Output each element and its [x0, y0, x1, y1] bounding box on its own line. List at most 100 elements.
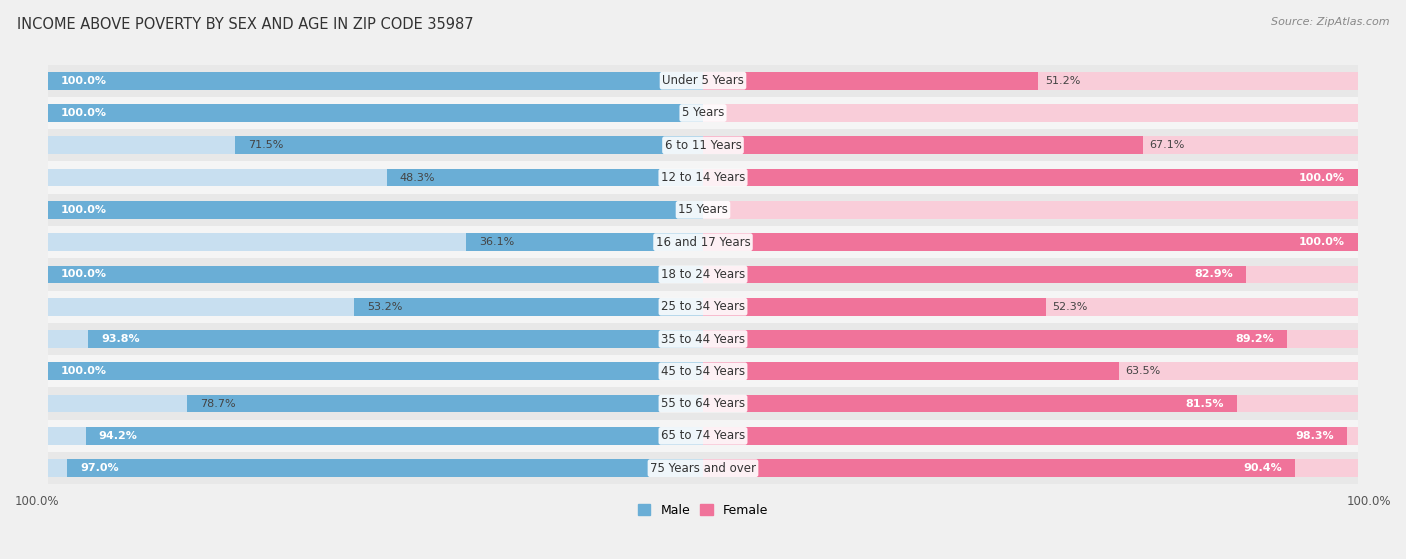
Bar	[48, 226, 1358, 258]
Text: 53.2%: 53.2%	[367, 302, 404, 312]
Text: 45 to 54 Years: 45 to 54 Years	[661, 365, 745, 378]
Bar	[48, 387, 1358, 420]
Text: 5 Years: 5 Years	[682, 107, 724, 120]
Bar	[89, 330, 703, 348]
Bar	[703, 427, 1347, 445]
Text: 81.5%: 81.5%	[1185, 399, 1223, 409]
Text: 15 Years: 15 Years	[678, 203, 728, 216]
Bar	[703, 298, 1046, 316]
Bar	[703, 136, 1358, 154]
Text: 100.0%: 100.0%	[1299, 173, 1346, 183]
Bar	[67, 459, 703, 477]
Text: 63.5%: 63.5%	[1126, 366, 1161, 376]
Text: 75 Years and over: 75 Years and over	[650, 462, 756, 475]
Bar	[48, 291, 1358, 323]
Text: 36.1%: 36.1%	[479, 237, 515, 247]
Bar	[703, 298, 1358, 316]
Bar	[703, 72, 1358, 89]
Bar	[703, 362, 1358, 380]
Bar	[48, 72, 703, 89]
Bar	[48, 233, 703, 251]
Bar	[48, 459, 703, 477]
Bar	[48, 452, 1358, 484]
Bar	[703, 395, 1237, 413]
Text: Under 5 Years: Under 5 Years	[662, 74, 744, 87]
Bar	[235, 136, 703, 154]
Bar	[48, 201, 703, 219]
Bar	[703, 330, 1358, 348]
Bar	[703, 459, 1358, 477]
Text: 100.0%: 100.0%	[60, 108, 107, 118]
Text: 16 and 17 Years: 16 and 17 Years	[655, 236, 751, 249]
Bar	[703, 201, 1358, 219]
Text: 82.9%: 82.9%	[1194, 269, 1233, 280]
Bar	[48, 64, 1358, 97]
Bar	[387, 169, 703, 187]
Bar	[703, 233, 1358, 251]
Text: 25 to 34 Years: 25 to 34 Years	[661, 300, 745, 313]
Text: 6 to 11 Years: 6 to 11 Years	[665, 139, 741, 152]
Text: 52.3%: 52.3%	[1052, 302, 1088, 312]
Bar	[86, 427, 703, 445]
Bar	[48, 104, 703, 122]
Bar	[48, 201, 703, 219]
Bar	[48, 97, 1358, 129]
Bar	[703, 169, 1358, 187]
Bar	[48, 258, 1358, 291]
Bar	[48, 194, 1358, 226]
Text: 18 to 24 Years: 18 to 24 Years	[661, 268, 745, 281]
Text: 48.3%: 48.3%	[399, 173, 434, 183]
Bar	[48, 266, 703, 283]
Text: 94.2%: 94.2%	[98, 431, 138, 441]
Text: 100.0%: 100.0%	[1299, 237, 1346, 247]
Bar	[703, 72, 1039, 89]
Bar	[48, 162, 1358, 194]
Bar	[48, 362, 703, 380]
Bar	[703, 459, 1295, 477]
Bar	[703, 362, 1119, 380]
Bar	[703, 266, 1246, 283]
Text: 90.4%: 90.4%	[1243, 463, 1282, 473]
Bar	[48, 420, 1358, 452]
Text: 78.7%: 78.7%	[201, 399, 236, 409]
Text: 100.0%: 100.0%	[1347, 495, 1391, 508]
Text: 100.0%: 100.0%	[60, 366, 107, 376]
Bar	[48, 362, 703, 380]
Text: 98.3%: 98.3%	[1295, 431, 1334, 441]
Bar	[48, 104, 703, 122]
Text: 71.5%: 71.5%	[247, 140, 283, 150]
Bar	[703, 136, 1143, 154]
Text: 89.2%: 89.2%	[1236, 334, 1274, 344]
Text: 100.0%: 100.0%	[60, 205, 107, 215]
Bar	[703, 395, 1358, 413]
Legend: Male, Female: Male, Female	[633, 499, 773, 522]
Text: Source: ZipAtlas.com: Source: ZipAtlas.com	[1271, 17, 1389, 27]
Bar	[48, 355, 1358, 387]
Bar	[703, 330, 1288, 348]
Text: 35 to 44 Years: 35 to 44 Years	[661, 333, 745, 345]
Text: 65 to 74 Years: 65 to 74 Years	[661, 429, 745, 442]
Text: 100.0%: 100.0%	[60, 75, 107, 86]
Bar	[703, 169, 1358, 187]
Bar	[703, 233, 1358, 251]
Bar	[48, 266, 703, 283]
Bar	[703, 266, 1358, 283]
Bar	[48, 169, 703, 187]
Text: 100.0%: 100.0%	[15, 495, 59, 508]
Text: 67.1%: 67.1%	[1149, 140, 1185, 150]
Bar	[703, 427, 1358, 445]
Text: 93.8%: 93.8%	[101, 334, 141, 344]
Text: 51.2%: 51.2%	[1045, 75, 1080, 86]
Text: 12 to 14 Years: 12 to 14 Years	[661, 171, 745, 184]
Bar	[48, 298, 703, 316]
Text: INCOME ABOVE POVERTY BY SEX AND AGE IN ZIP CODE 35987: INCOME ABOVE POVERTY BY SEX AND AGE IN Z…	[17, 17, 474, 32]
Bar	[48, 323, 1358, 355]
Bar	[48, 330, 703, 348]
Bar	[187, 395, 703, 413]
Text: 100.0%: 100.0%	[60, 269, 107, 280]
Bar	[467, 233, 703, 251]
Bar	[48, 72, 703, 89]
Bar	[48, 395, 703, 413]
Bar	[48, 427, 703, 445]
Bar	[703, 104, 1358, 122]
